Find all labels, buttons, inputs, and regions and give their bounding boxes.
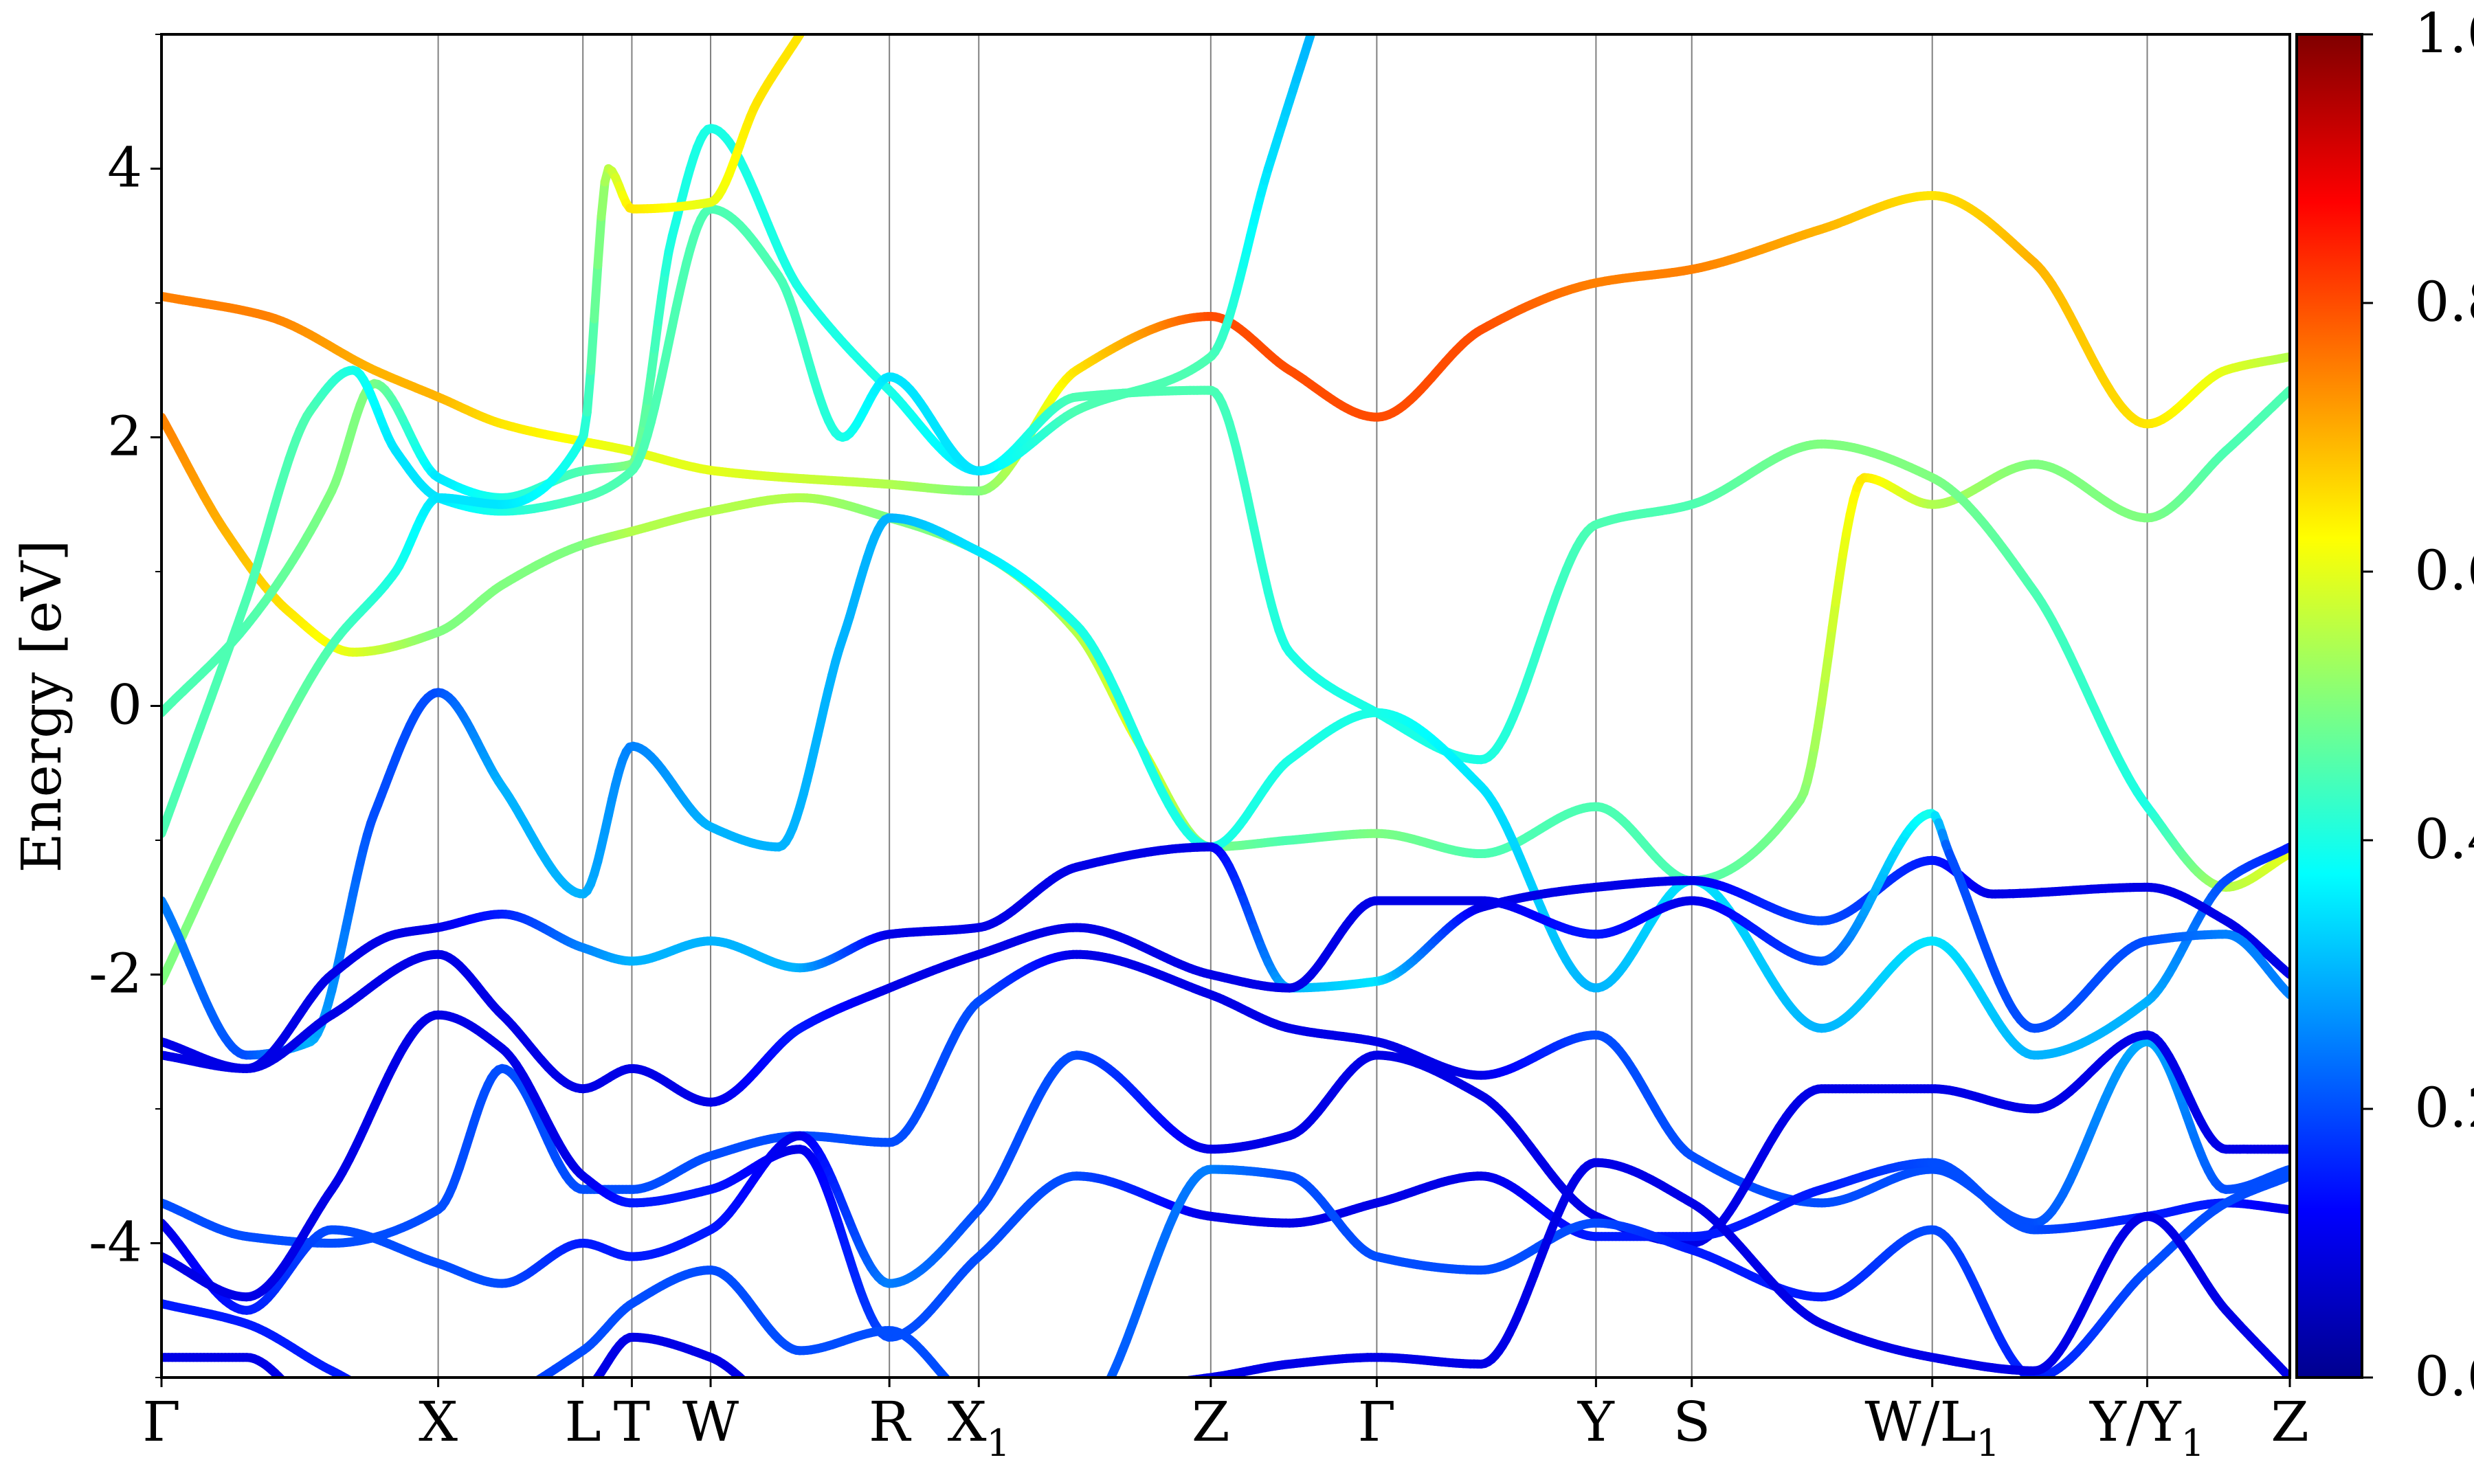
band-segment xyxy=(650,317,663,354)
band-segment xyxy=(586,314,599,375)
band-line xyxy=(161,809,2290,1107)
band-line xyxy=(161,34,805,986)
band-line xyxy=(161,34,1315,838)
band-segment xyxy=(646,344,659,380)
band-segment xyxy=(597,177,610,221)
band-segment xyxy=(582,366,596,417)
band-segment xyxy=(590,260,603,324)
band-segment xyxy=(1302,34,1315,50)
band-line xyxy=(161,842,2290,1073)
band-segment xyxy=(593,212,606,270)
band-line xyxy=(161,191,2290,496)
band-lines xyxy=(161,34,2290,1378)
band-line xyxy=(161,385,2290,886)
